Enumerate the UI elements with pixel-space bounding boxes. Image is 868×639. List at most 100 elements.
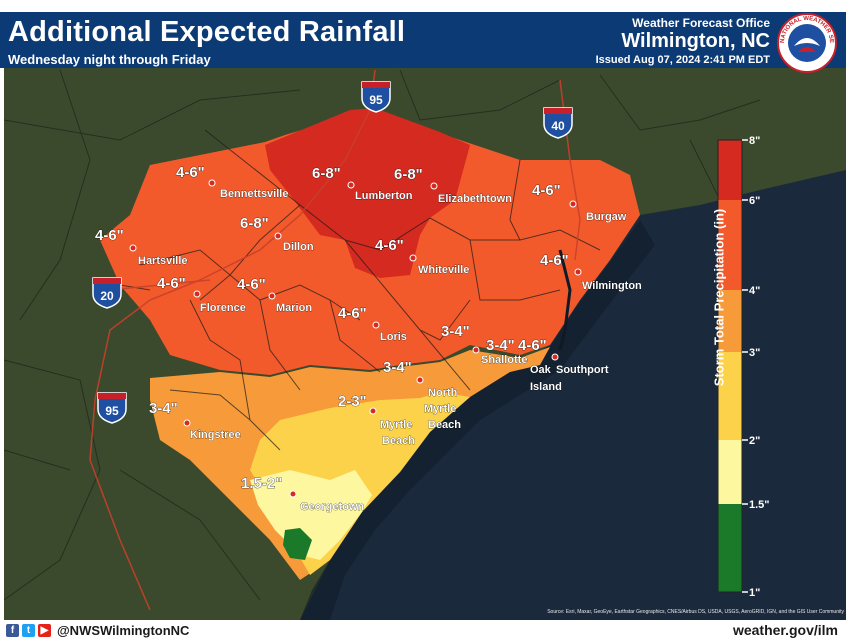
twitter-icon[interactable]: t — [22, 624, 35, 637]
city-dot-florence — [193, 290, 201, 298]
legend-tick-8: 8" — [749, 135, 760, 147]
city-markers — [129, 179, 582, 498]
city-dot-elizabethtown — [430, 182, 438, 190]
county-lines — [119, 129, 601, 451]
city-dot-wilmington — [574, 268, 582, 276]
city-dot-north-myrtle-beach — [416, 376, 424, 384]
legend-tick-4: 4" — [749, 285, 760, 297]
city-label-myrtle-north: Myrtle — [424, 403, 456, 415]
city-dot-loris — [372, 321, 380, 329]
region-1-1-5 — [283, 528, 312, 560]
rain-label-kingstree: 3-4" — [149, 400, 178, 417]
header-banner — [0, 12, 846, 68]
city-dot-lumberton — [347, 181, 355, 189]
legend-title: Storm Total Precipitation (in) — [711, 208, 727, 387]
interstate-20-label: 20 — [100, 289, 114, 303]
city-label-southport: Southport — [556, 364, 609, 376]
city-label-north: North — [428, 387, 458, 399]
rain-label-dillon: 6-8" — [240, 215, 269, 232]
rain-label-florence: 4-6" — [157, 275, 186, 292]
city-dot-southport — [551, 353, 559, 361]
rain-label-whiteville: 4-6" — [375, 237, 404, 254]
interstate-40-shield: 40 — [543, 107, 573, 139]
rainfall-labels: 4-6" 6-8" 6-8" 4-6" 4-6" 6-8" 4-6" 4-6" … — [95, 164, 569, 493]
legend-tick-3: 3" — [749, 347, 760, 359]
city-label-dillon: Dillon — [283, 241, 314, 253]
city-label-beach: Beach — [382, 435, 415, 447]
rain-label-lumberton: 6-8" — [312, 165, 341, 182]
website-link[interactable]: weather.gov/ilm — [732, 622, 838, 638]
rain-label-southport: 4-6" — [518, 337, 547, 354]
city-label-marion: Marion — [276, 302, 312, 314]
interstate-20-shield: 20 — [92, 277, 122, 309]
legend-tick-marks — [742, 139, 748, 593]
city-label-beach-north: Beach — [428, 419, 461, 431]
city-dot-shallotte — [472, 346, 480, 354]
city-label-hartsville: Hartsville — [138, 255, 188, 267]
city-label-wilmington: Wilmington — [582, 280, 642, 292]
highway-lines — [89, 69, 581, 611]
legend-ticks: 8" 6" 4" 3" 2" 1.5" 1" — [749, 135, 770, 599]
office-city: Wilmington, NC — [621, 30, 770, 52]
interstate-95-south-shield: 95 — [97, 392, 127, 424]
city-label-shallotte: Shallotte — [481, 354, 527, 366]
city-label-oak: Oak — [530, 364, 552, 376]
rain-label-myrtle-beach: 2-3" — [338, 393, 367, 410]
youtube-icon[interactable]: ▶ — [38, 624, 51, 637]
social-handle[interactable]: @NWSWilmingtonNC — [57, 623, 190, 638]
map-subtitle: Wednesday night through Friday — [8, 52, 211, 67]
interstate-95-south-label: 95 — [105, 404, 119, 418]
interstate-95-north-label: 95 — [369, 93, 383, 107]
rain-label-bennettsville: 4-6" — [176, 164, 205, 181]
rain-label-shallotte: 3-4" — [441, 323, 470, 340]
city-label-loris: Loris — [380, 331, 407, 343]
region-1-5-2 — [250, 470, 372, 560]
legend-tick-1-5: 1.5" — [749, 499, 770, 511]
rain-label-georgetown: 1.5-2" — [241, 475, 282, 492]
map-source-credit: Source: Esri, Maxar, GeoEye, Earthstar G… — [547, 609, 844, 615]
rain-label-loris: 4-6" — [338, 305, 367, 322]
city-dot-bennettsville — [208, 179, 216, 187]
city-dot-georgetown — [289, 490, 297, 498]
rain-label-elizabethtown: 6-8" — [394, 166, 423, 183]
city-dot-marion — [268, 292, 276, 300]
legend-tick-1: 1" — [749, 587, 760, 599]
city-label-kingstree: Kingstree — [190, 429, 241, 441]
rain-label-hartsville: 4-6" — [95, 227, 124, 244]
city-dot-myrtle-beach — [369, 407, 377, 415]
city-dot-dillon — [274, 232, 282, 240]
issued-time: Issued Aug 07, 2024 2:41 PM EDT — [595, 54, 770, 66]
map-title: Additional Expected Rainfall — [8, 16, 406, 48]
facebook-icon[interactable]: f — [6, 624, 19, 637]
city-dot-whiteville — [409, 254, 417, 262]
legend-tick-6: 6" — [749, 195, 760, 207]
interstate-95-north-shield: 95 — [361, 81, 391, 113]
city-label-burgaw: Burgaw — [586, 211, 627, 223]
city-label-elizabethtown: Elizabethtown — [438, 193, 512, 205]
coastal-shadow — [300, 220, 655, 620]
city-dot-burgaw — [569, 200, 577, 208]
rain-label-north-myrtle-beach: 3-4" — [383, 359, 412, 376]
city-dot-kingstree — [183, 419, 191, 427]
rain-label-marion: 4-6" — [237, 276, 266, 293]
interstate-40-label: 40 — [551, 119, 565, 133]
city-label-lumberton: Lumberton — [355, 190, 413, 202]
social-bar: f t ▶ @NWSWilmingtonNC — [6, 622, 189, 639]
nws-logo: NATIONAL WEATHER SERVICE — [776, 12, 837, 73]
legend-bar — [717, 139, 743, 593]
ocean — [300, 170, 846, 620]
city-label-florence: Florence — [200, 302, 246, 314]
region-6-8-north — [265, 108, 470, 278]
rain-label-burgaw: 4-6" — [532, 182, 561, 199]
background-borders — [4, 69, 761, 601]
legend-tick-2: 2" — [749, 435, 760, 447]
office-label: Weather Forecast Office — [632, 16, 770, 30]
city-dot-hartsville — [129, 244, 137, 252]
city-label-island: Island — [530, 381, 562, 393]
highway-shields: 95 40 20 95 — [92, 81, 573, 424]
city-label-georgetown: Georgetown — [300, 501, 364, 513]
rain-label-oak-island: 3-4" — [486, 337, 515, 354]
city-labels: Bennettsville Lumberton Elizabethtown Bu… — [138, 188, 643, 514]
